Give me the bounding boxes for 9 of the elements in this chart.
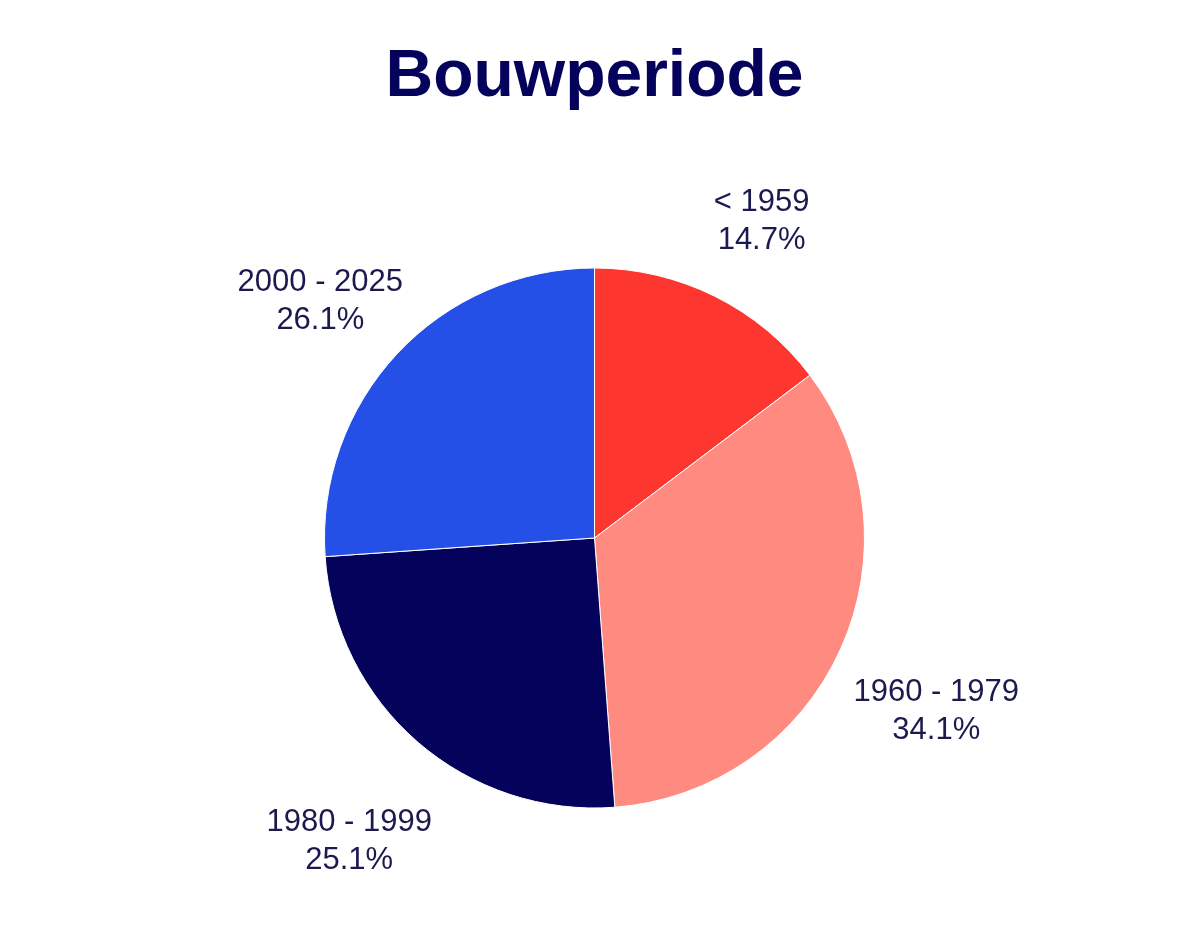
data-label: 34.1%: [892, 711, 981, 747]
chart-title: Bouwperiode: [385, 36, 804, 110]
data-label: 26.1%: [276, 301, 365, 337]
slice-label: 1960 - 1979: [853, 673, 1020, 709]
data-label: 25.1%: [305, 840, 394, 876]
slice-label: 2000 - 2025: [237, 263, 404, 299]
slice-label: < 1959: [713, 183, 810, 219]
slice-label: 1980 - 1999: [266, 802, 432, 838]
data-label: 14.7%: [717, 221, 806, 257]
